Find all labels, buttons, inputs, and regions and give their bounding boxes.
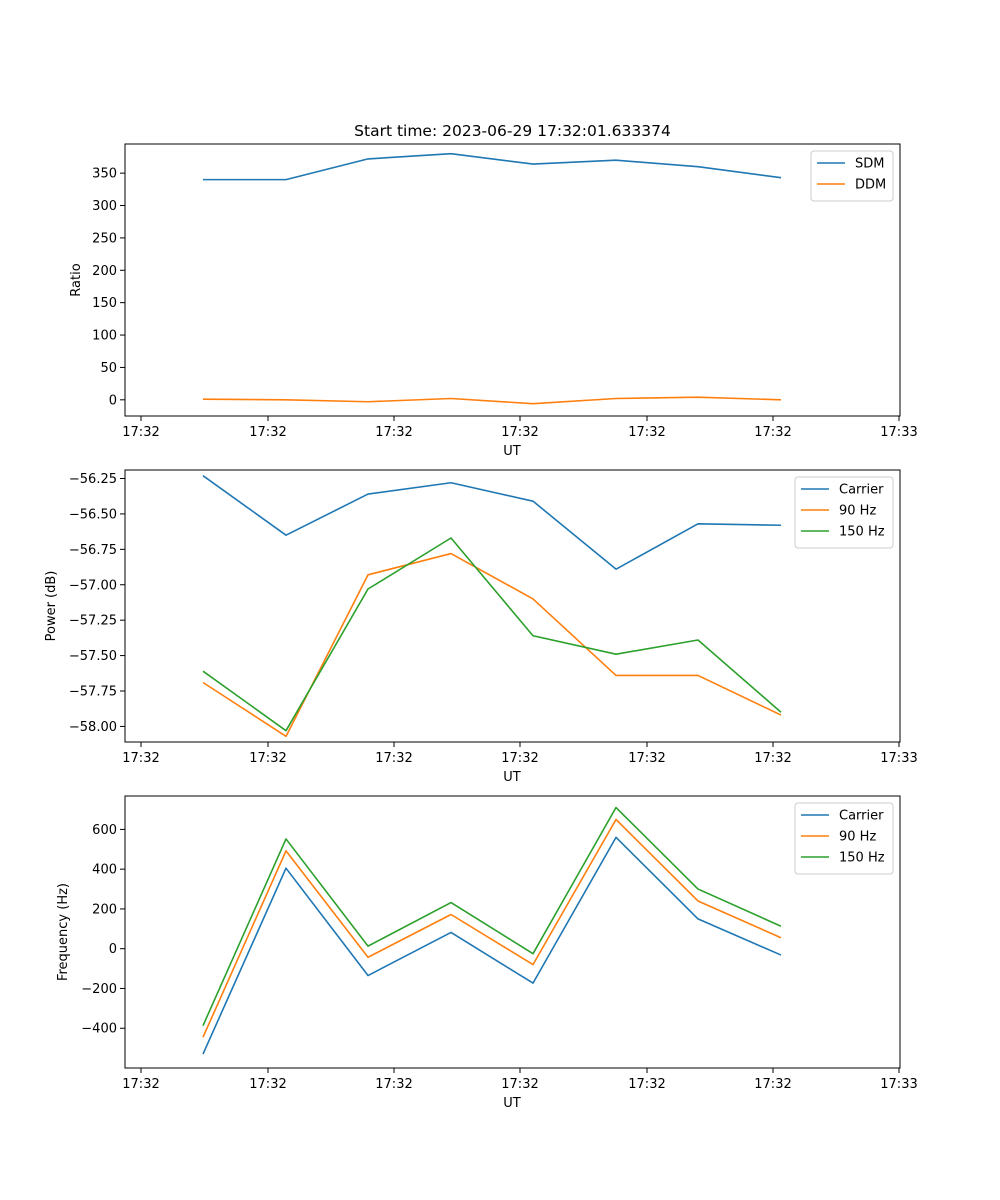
- x-axis-label: UT: [503, 770, 521, 785]
- legend: Carrier 90 Hz 150 Hz: [794, 802, 894, 875]
- series-line-carrier: [202, 475, 782, 570]
- y-tick-label: 100: [92, 329, 117, 344]
- legend: SDM DDM: [810, 150, 894, 202]
- chart-title: Start time: 2023-06-29 17:32:01.633374: [354, 122, 671, 140]
- x-tick-label: 17:32: [754, 751, 791, 766]
- y-tick-label: −56.75: [69, 543, 117, 558]
- y-axis-label: Frequency (Hz): [56, 883, 71, 981]
- y-tick-label: 200: [92, 902, 117, 917]
- y-tick-label: 400: [92, 863, 117, 878]
- y-tick-label: −57.50: [69, 649, 117, 664]
- y-axis-label: Ratio: [69, 263, 84, 296]
- legend-entry: 150 Hz: [839, 525, 885, 540]
- x-tick-label: 17:32: [375, 751, 412, 766]
- plot-frame: [124, 795, 901, 1069]
- x-tick-label: 17:33: [880, 1077, 917, 1092]
- x-tick-label: 17:32: [628, 425, 665, 440]
- series-line-90-hz: [202, 552, 782, 738]
- x-tick-label: 17:32: [628, 751, 665, 766]
- x-tick-label: 17:32: [754, 425, 791, 440]
- legend: Carrier 90 Hz 150 Hz: [794, 476, 894, 549]
- legend-entry: 150 Hz: [839, 851, 885, 866]
- series-line-150-hz: [202, 806, 782, 1026]
- x-tick-label: 17:32: [122, 1077, 159, 1092]
- y-axis-label: Power (dB): [44, 571, 59, 642]
- legend-entry: DDM: [855, 178, 886, 193]
- x-tick-label: 17:32: [501, 1077, 538, 1092]
- legend-entry: Carrier: [839, 809, 884, 824]
- x-tick-label: 17:32: [375, 1077, 412, 1092]
- x-tick-label: 17:32: [249, 751, 286, 766]
- series-line-sdm: [203, 152, 782, 181]
- x-tick-label: 17:32: [754, 1077, 791, 1092]
- plot-frame: [124, 143, 901, 417]
- y-tick-label: −57.25: [69, 614, 117, 629]
- x-tick-label: 17:32: [122, 425, 159, 440]
- y-tick-label: −57.75: [69, 685, 117, 700]
- subplot-3: 17:32 17:32 17:32 17:32 17:32 17:32 17:33 −400 −…: [56, 795, 918, 1111]
- y-tick-label: −57.00: [69, 578, 117, 593]
- series-line-ddm: [202, 396, 782, 405]
- y-tick-label: −58.00: [69, 720, 117, 735]
- x-tick-label: 17:32: [501, 425, 538, 440]
- legend-entry: Carrier: [839, 483, 884, 498]
- x-tick-label: 17:33: [880, 425, 917, 440]
- y-tick-label: 50: [100, 361, 117, 376]
- x-tick-label: 17:33: [880, 751, 917, 766]
- y-tick-label: 350: [92, 167, 117, 182]
- legend-entry: SDM: [855, 157, 884, 172]
- y-tick-label: −200: [81, 982, 117, 997]
- x-axis-label: UT: [503, 444, 521, 459]
- x-tick-label: 17:32: [249, 1077, 286, 1092]
- x-axis-label: UT: [503, 1096, 521, 1111]
- y-tick-label: 600: [92, 823, 117, 838]
- series-line-90-hz: [202, 818, 782, 1038]
- subplot-2: 17:32 17:32 17:32 17:32 17:32 17:32 17:33 −58.0…: [44, 469, 918, 785]
- y-tick-label: 200: [92, 264, 117, 279]
- x-tick-label: 17:32: [501, 751, 538, 766]
- y-tick-label: 0: [109, 942, 117, 957]
- y-tick-label: 0: [109, 393, 117, 408]
- x-tick-label: 17:32: [122, 751, 159, 766]
- y-tick-label: 300: [92, 199, 117, 214]
- y-tick-label: 150: [92, 296, 117, 311]
- plot-frame: [124, 469, 901, 743]
- subplot-1: 17:32 17:32 17:32 17:32 17:32 17:32 17:33 0 50 10…: [69, 122, 918, 459]
- x-tick-label: 17:32: [628, 1077, 665, 1092]
- legend-entry: 90 Hz: [839, 504, 876, 519]
- series-line-carrier: [202, 836, 782, 1055]
- y-tick-label: −56.50: [69, 507, 117, 522]
- series-line-150-hz: [202, 537, 782, 732]
- y-tick-label: −400: [81, 1022, 117, 1037]
- legend-entry: 90 Hz: [839, 830, 876, 845]
- x-tick-label: 17:32: [249, 425, 286, 440]
- y-tick-label: 250: [92, 231, 117, 246]
- y-tick-label: −56.25: [69, 472, 117, 487]
- x-tick-label: 17:32: [375, 425, 412, 440]
